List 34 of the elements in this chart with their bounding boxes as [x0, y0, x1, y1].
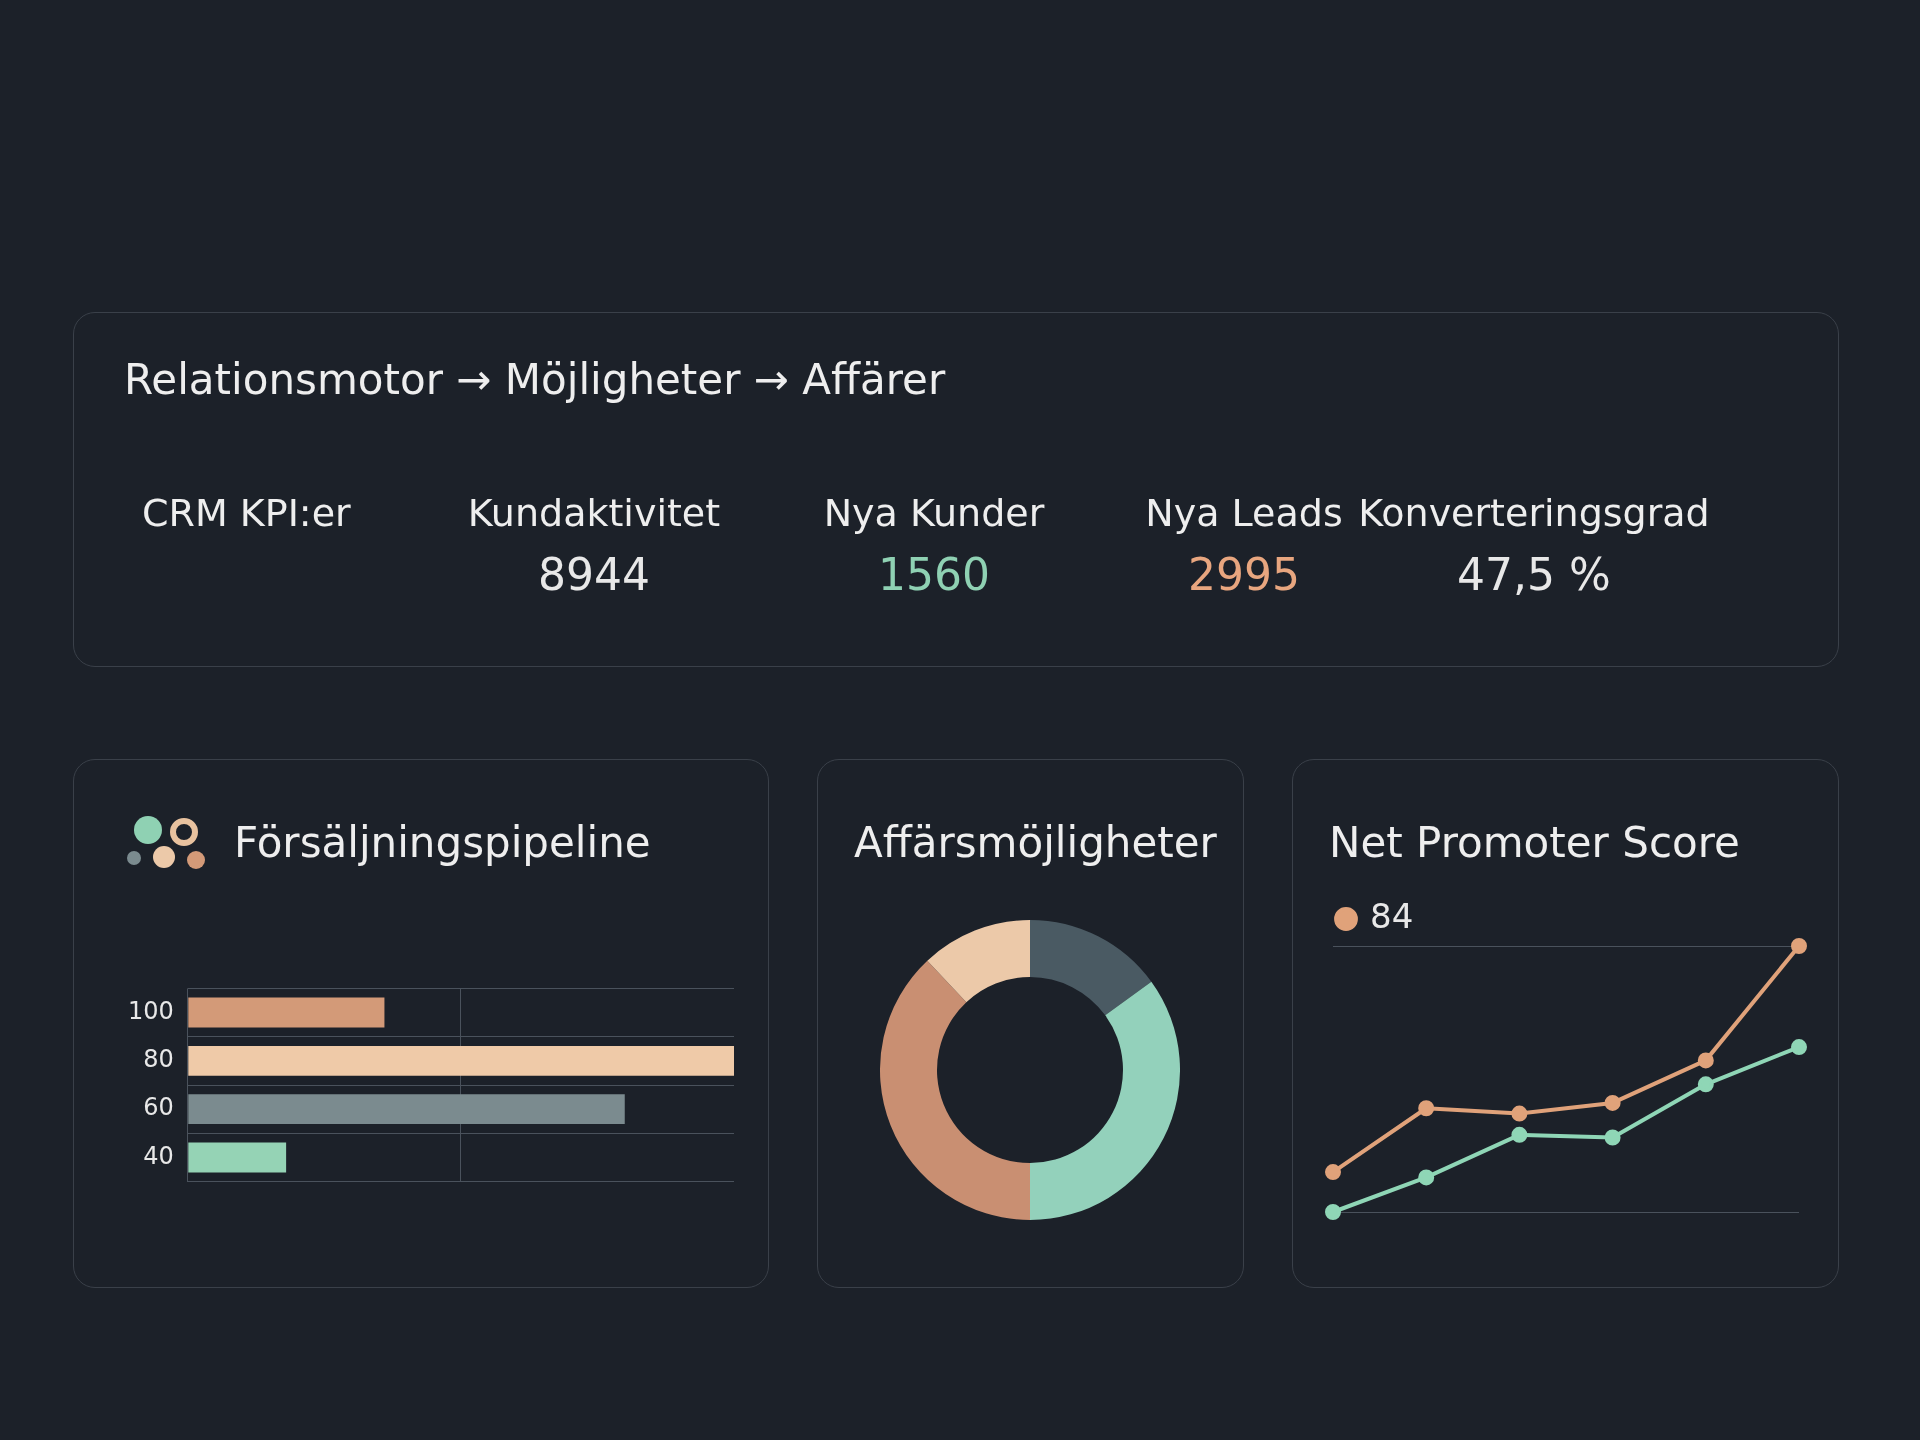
point — [1791, 1039, 1807, 1056]
point — [1418, 1100, 1435, 1117]
category-label: Konverteringsgrad — [1357, 491, 1711, 535]
y-tick-label: 60 — [143, 1093, 174, 1122]
point — [1697, 1052, 1714, 1069]
point — [1418, 1169, 1435, 1186]
point — [1325, 1164, 1341, 1181]
y-tick-label: 40 — [143, 1141, 174, 1170]
text: 47,5 % — [1457, 549, 1611, 600]
category-label: Kundaktivitet — [466, 491, 722, 535]
y-tick-label: 100 — [128, 996, 174, 1025]
bar — [188, 1045, 734, 1076]
bar — [188, 1094, 625, 1125]
text: 2995 — [1188, 549, 1300, 600]
text: CRM KPI:er — [142, 491, 351, 535]
point — [1325, 1204, 1341, 1220]
point — [1791, 938, 1807, 954]
chart-title: Försäljningspipeline — [234, 818, 651, 867]
point — [1511, 1126, 1528, 1143]
legend-label: 84 — [1370, 895, 1414, 936]
chart-title: Net Promoter Score — [1329, 818, 1740, 867]
point — [1511, 1105, 1528, 1122]
point — [1697, 1076, 1714, 1093]
bar — [188, 997, 385, 1028]
bar — [188, 1142, 287, 1173]
category-label: Nya Leads — [1145, 491, 1343, 535]
text: 1560 — [878, 549, 990, 600]
point — [1604, 1094, 1621, 1111]
text: Relationsmotor → Möjligheter → Affärer — [124, 355, 946, 404]
text: 8944 — [538, 549, 650, 600]
point — [1604, 1129, 1621, 1146]
y-tick-label: 80 — [143, 1045, 174, 1074]
chart-title: Affärsmöjligheter — [854, 818, 1217, 867]
category-label: Nya Kunder — [822, 491, 1046, 535]
